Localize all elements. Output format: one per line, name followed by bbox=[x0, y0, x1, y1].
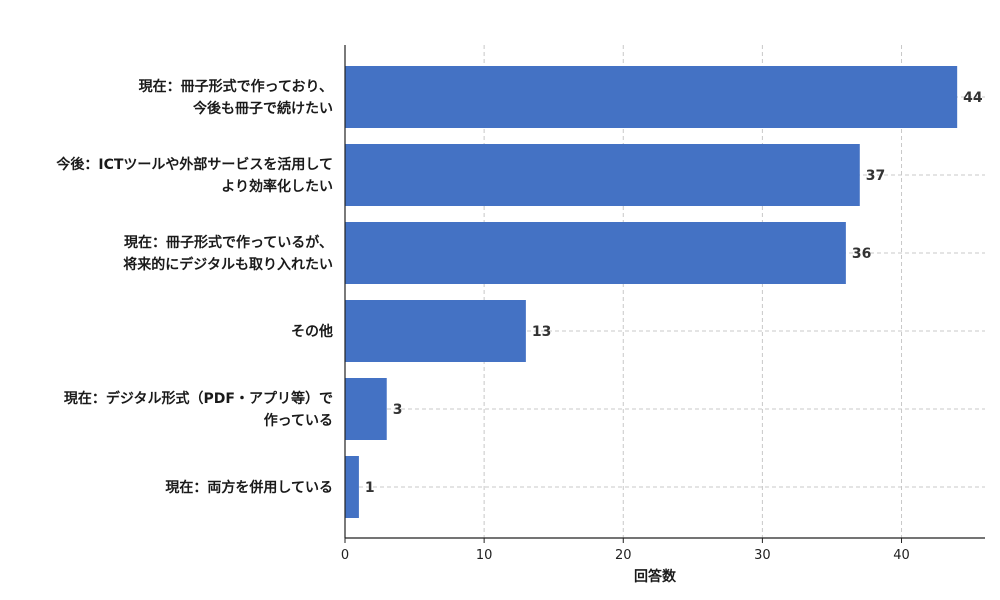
value-label: 1 bbox=[365, 480, 375, 496]
value-labels: 44 37 36 13 3 1 bbox=[365, 90, 983, 496]
x-tick-label: 0 bbox=[341, 548, 349, 563]
category-label: 現在：両方を併用している bbox=[165, 479, 333, 496]
bar bbox=[345, 456, 359, 518]
x-tick-label: 40 bbox=[893, 548, 910, 563]
bar bbox=[345, 66, 958, 128]
category-label: その他 bbox=[291, 323, 333, 340]
x-axis-title: 回答数 bbox=[634, 568, 677, 585]
value-label: 36 bbox=[852, 246, 871, 262]
category-label: 現在：デジタル形式（PDF・アプリ等）で bbox=[64, 390, 333, 407]
category-label: 作っている bbox=[264, 412, 333, 429]
x-tick-labels: 0 10 20 30 40 bbox=[341, 538, 910, 563]
value-label: 13 bbox=[532, 324, 551, 340]
category-labels: 現在：冊子形式で作っており、今後も冊子で続けたい今後：ICTツールや外部サービス… bbox=[55, 78, 333, 496]
category-label: 今後：ICTツールや外部サービスを活用して bbox=[55, 156, 333, 173]
x-tick-label: 20 bbox=[615, 548, 632, 563]
category-label: より効率化したい bbox=[221, 178, 333, 195]
bar bbox=[345, 378, 387, 440]
x-tick-label: 30 bbox=[754, 548, 771, 563]
bar bbox=[345, 300, 526, 362]
category-label: 今後も冊子で続けたい bbox=[192, 100, 333, 117]
value-label: 37 bbox=[866, 168, 885, 184]
category-label: 現在：冊子形式で作っているが、 bbox=[124, 234, 333, 251]
value-label: 3 bbox=[393, 402, 403, 418]
axes bbox=[344, 45, 985, 539]
category-label: 現在：冊子形式で作っており、 bbox=[139, 78, 333, 95]
bars bbox=[345, 66, 958, 518]
value-label: 44 bbox=[963, 90, 983, 106]
bar bbox=[345, 222, 846, 284]
category-label: 将来的にデジタルも取り入れたい bbox=[123, 256, 333, 273]
x-tick-label: 10 bbox=[476, 548, 493, 563]
bar bbox=[345, 144, 860, 206]
